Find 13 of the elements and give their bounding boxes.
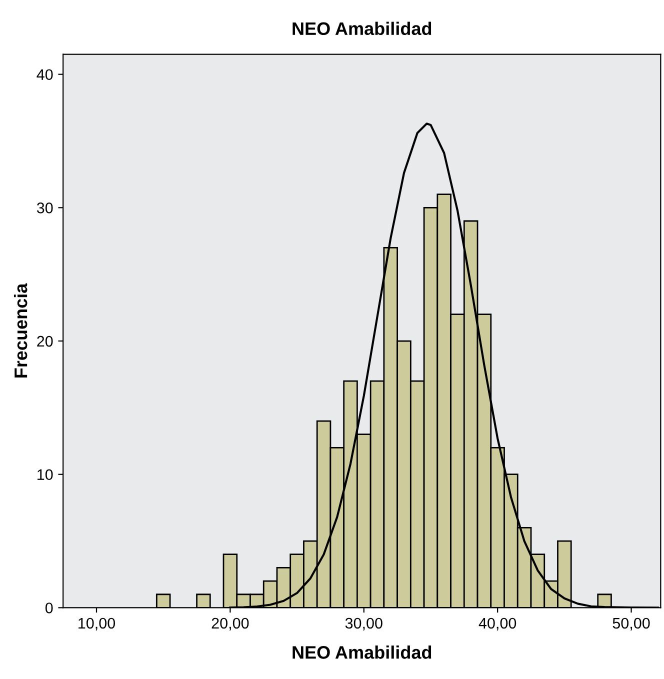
chart-title: NEO Amabilidad <box>292 22 432 36</box>
y-axis-title: Frecuencia <box>14 283 28 378</box>
x-tick-label: 50,00 <box>612 618 650 630</box>
y-tick-label: 20 <box>37 336 53 347</box>
x-axis-title: NEO Amabilidad <box>292 646 432 659</box>
x-tick-label: 40,00 <box>478 618 516 630</box>
y-tick-label: 40 <box>36 69 53 80</box>
y-tick-label: 30 <box>36 202 53 214</box>
x-tick-label: 10,00 <box>78 618 116 630</box>
y-tick-label: 0 <box>45 602 53 614</box>
y-tick-label: 10 <box>38 469 53 480</box>
x-tick-label: 20,00 <box>212 618 249 630</box>
x-tick-label: 30,00 <box>345 618 382 630</box>
